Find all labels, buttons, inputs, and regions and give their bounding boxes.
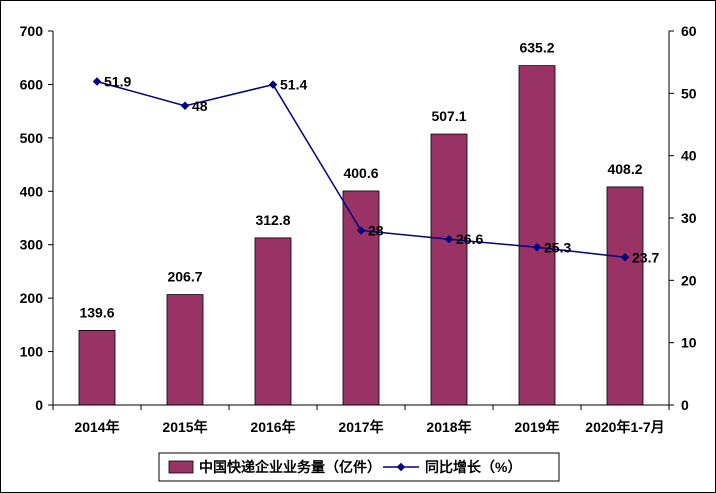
line-point [444, 234, 454, 244]
right-axis-ticks: 0 10 20 30 40 50 60 [669, 23, 697, 413]
bar-value-label: 139.6 [79, 304, 114, 320]
right-tick-label: 0 [681, 397, 689, 413]
left-tick-label: 100 [20, 344, 44, 360]
legend-box [158, 452, 560, 482]
left-tick-label: 600 [20, 76, 44, 92]
x-tick-label: 2014年 [74, 419, 119, 435]
bar-value-label: 312.8 [255, 212, 290, 228]
x-tick-label: 2017年 [338, 419, 383, 435]
bar [78, 330, 116, 406]
right-tick-label: 30 [681, 210, 697, 226]
right-tick-label: 40 [681, 148, 697, 164]
line-value-label: 51.4 [280, 77, 307, 93]
line-value-label: 25.3 [544, 239, 571, 255]
right-tick-label: 10 [681, 335, 697, 351]
bar [254, 237, 292, 406]
left-axis-ticks: 0 100 200 300 400 500 600 700 [20, 23, 53, 413]
bar-value-label: 206.7 [167, 269, 202, 285]
x-tick-label: 2020年1-7月 [585, 419, 664, 435]
line-value-label: 23.7 [632, 249, 659, 265]
line-point [180, 101, 190, 111]
left-tick-label: 0 [35, 397, 43, 413]
line-value-label: 48 [192, 98, 208, 114]
line-point [356, 226, 366, 235]
left-tick-label: 700 [20, 23, 44, 39]
line-value-label: 28 [368, 222, 384, 238]
line-value-label: 51.9 [104, 73, 131, 89]
bar [606, 186, 644, 406]
x-tick-label: 2018年 [426, 419, 471, 435]
right-tick-label: 60 [681, 23, 697, 39]
category-labels: 2014年 2015年 2016年 2017年 2018年 2019年 2020年1-7月 [74, 419, 664, 435]
bar [166, 294, 204, 406]
bar [518, 65, 556, 406]
left-tick-label: 400 [20, 183, 44, 199]
line-point [268, 80, 278, 89]
x-tick-label: 2015年 [162, 419, 207, 435]
legend: 中国快递企业业务量（亿件） 同比增长（%） [158, 452, 560, 482]
right-tick-label: 20 [681, 272, 697, 288]
legend-label-growth: 同比增长（%） [425, 459, 521, 475]
x-tick-label: 2016年 [250, 419, 295, 435]
left-tick-label: 300 [20, 237, 44, 253]
bar-value-label: 400.6 [343, 165, 378, 181]
right-tick-label: 50 [681, 85, 697, 101]
line-point [92, 77, 102, 86]
bar-value-label: 507.1 [431, 108, 466, 124]
left-tick-label: 200 [20, 290, 44, 306]
bar-value-label: 408.2 [607, 161, 642, 177]
left-tick-label: 500 [20, 130, 44, 146]
line-value-label: 26.6 [456, 231, 483, 247]
legend-label-volume: 中国快递企业业务量（亿件） [199, 459, 381, 475]
legend-diamond-marker [396, 462, 406, 472]
x-tick-label: 2019年 [514, 419, 559, 435]
bar-series: 139.6 206.7 312.8 400.6 507.1 635.2 408.2 [78, 40, 644, 406]
bar-value-label: 635.2 [519, 40, 554, 56]
bar [430, 133, 468, 406]
axes [52, 31, 670, 410]
legend-bar-swatch [168, 460, 194, 474]
